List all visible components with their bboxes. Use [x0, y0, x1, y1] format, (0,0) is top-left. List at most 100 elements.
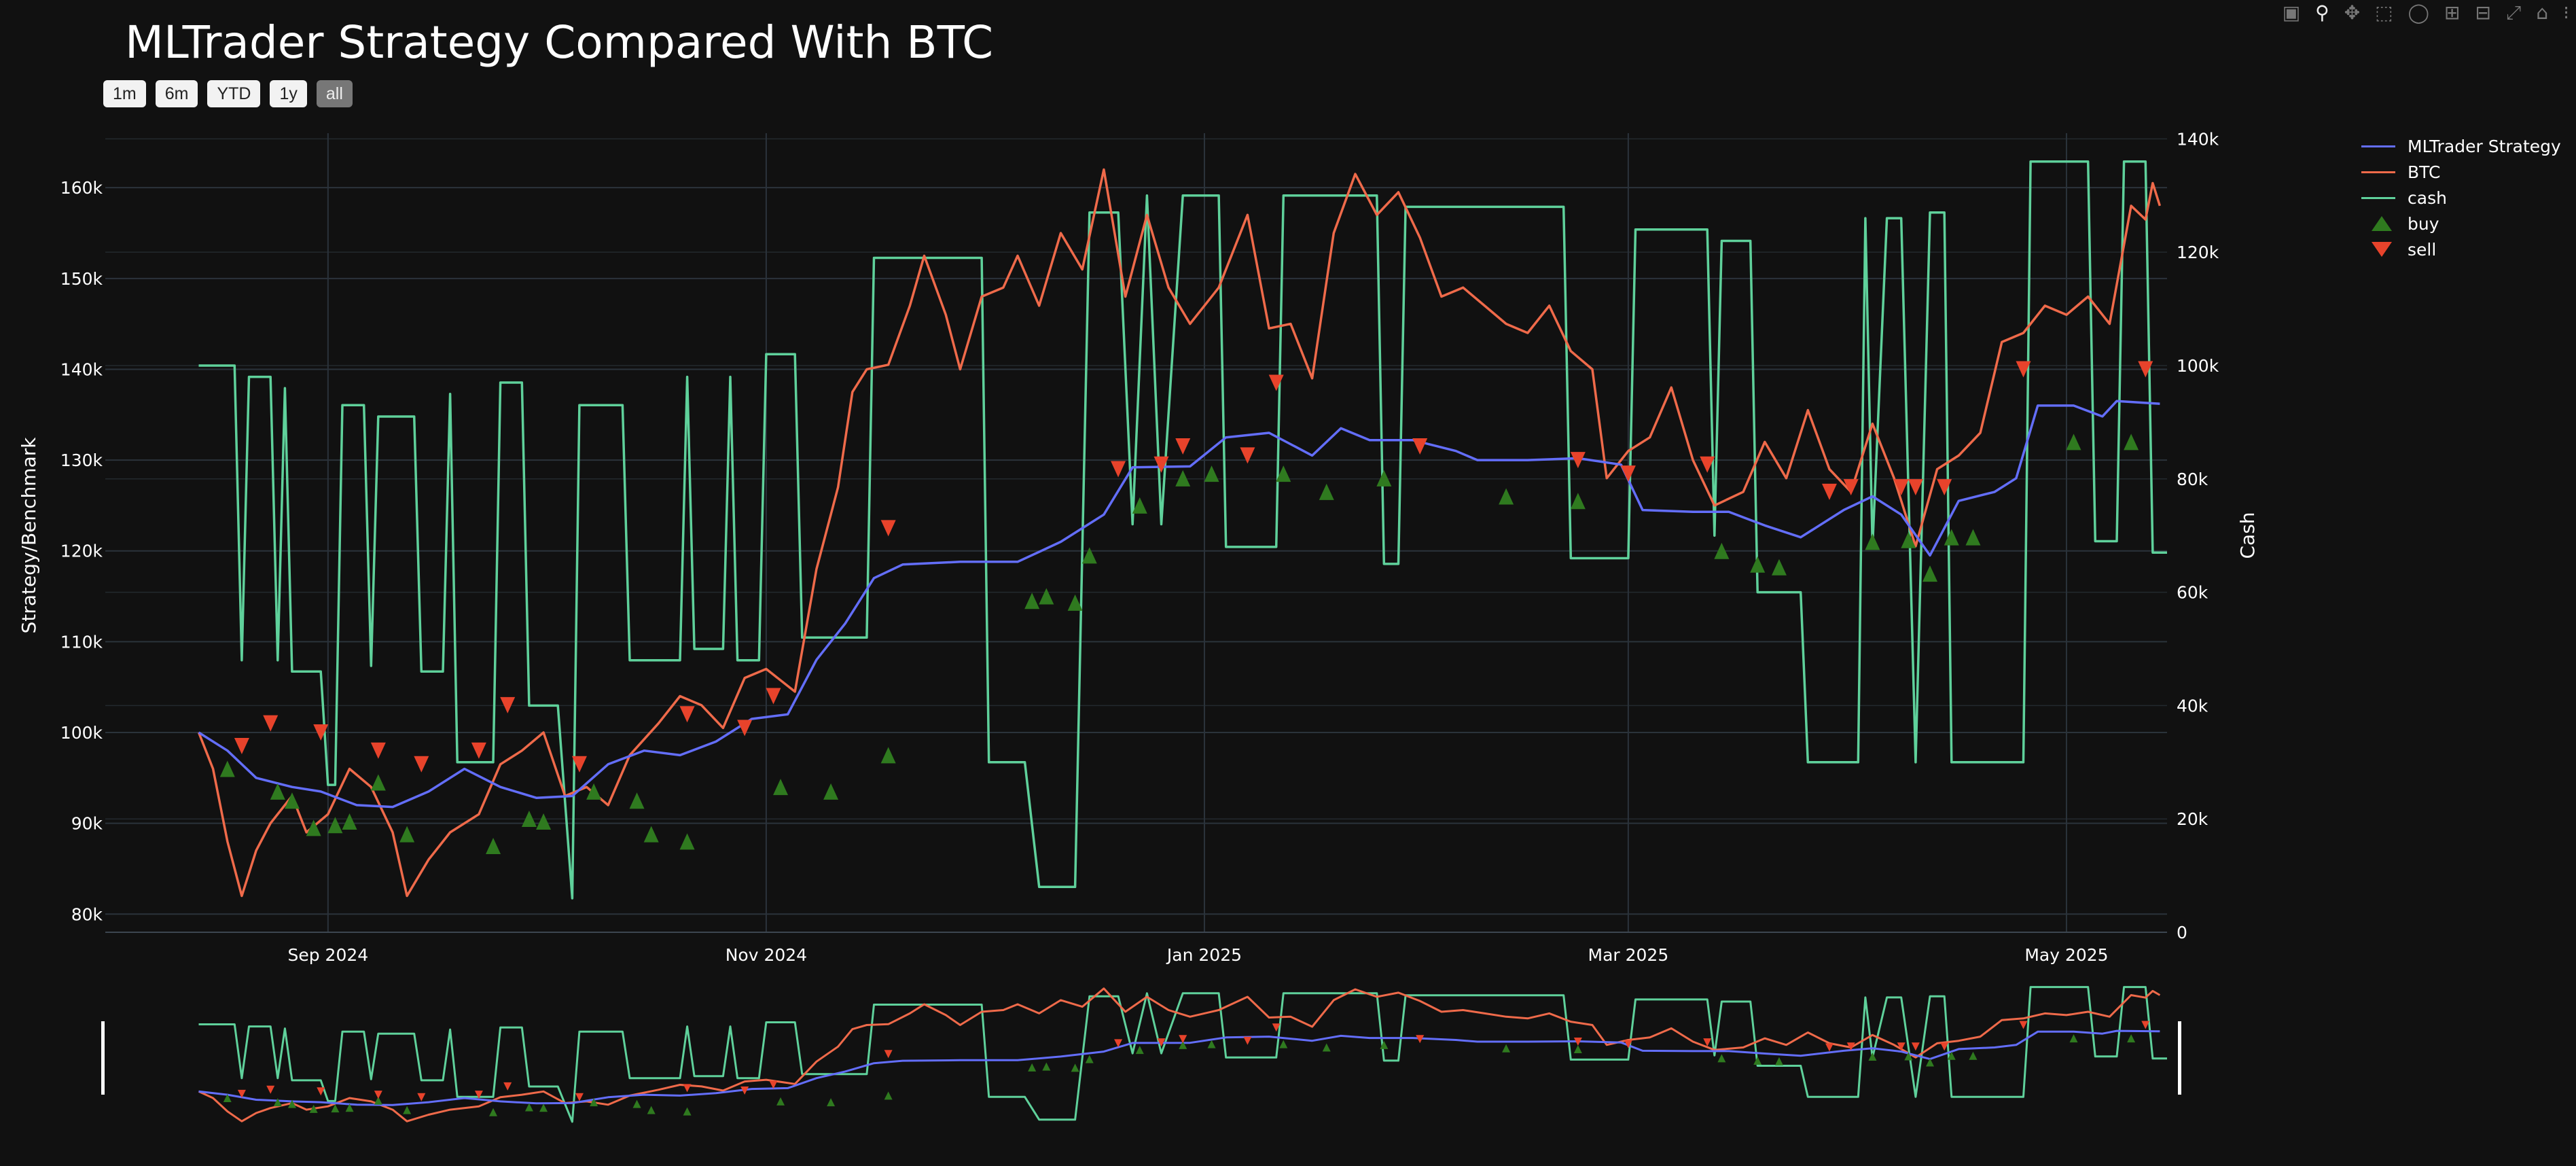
buy-marker	[1865, 533, 1880, 550]
buy-marker	[643, 826, 659, 843]
zoom-icon[interactable]: ⚲	[2315, 1, 2329, 24]
range-button-ytd[interactable]: YTD	[207, 80, 261, 107]
mini-mltrader-strategy-line	[198, 1029, 2160, 1106]
y2-axis-title: Cash	[2236, 512, 2259, 559]
sell-marker	[766, 688, 781, 705]
y2-tick-label: 120k	[2177, 243, 2219, 262]
mini-buy-marker	[1179, 1040, 1187, 1049]
y2-axis-ticks: 0 20k 40k 60k 80k 100k 120k 140k	[2177, 129, 2219, 942]
sell-marker	[1570, 452, 1586, 469]
mini-buy-marker	[273, 1098, 282, 1107]
pan-icon[interactable]: ✥	[2344, 1, 2361, 24]
sell-marker	[1175, 438, 1191, 455]
mini-buy-marker	[1904, 1052, 1913, 1061]
mini-sell-marker	[1911, 1042, 1920, 1051]
mini-buy-marker	[1717, 1054, 1726, 1063]
mini-sell-marker	[266, 1085, 275, 1094]
sell-triangle-icon	[2357, 236, 2399, 262]
sell-marker	[679, 706, 695, 723]
range-slider-left-handle[interactable]	[101, 1021, 105, 1095]
main-plot-series[interactable]	[197, 160, 2168, 900]
mini-buy-marker	[884, 1091, 893, 1100]
sell-marker	[500, 696, 516, 713]
zoom-in-icon[interactable]: ⊞	[2444, 1, 2461, 24]
cash-line	[198, 160, 2167, 900]
lasso-icon[interactable]: ◯	[2408, 1, 2429, 24]
buy-marker	[773, 779, 789, 796]
y-tick-label: 120k	[60, 542, 103, 561]
autoscale-icon[interactable]: ⤢	[2505, 1, 2522, 24]
range-slider-series[interactable]	[198, 986, 2168, 1123]
mini-sell-marker	[1179, 1035, 1187, 1044]
mini-buy-marker	[1207, 1040, 1216, 1048]
mini-buy-marker	[590, 1098, 598, 1107]
y-tick-label: 140k	[60, 359, 103, 379]
sell-marker	[1153, 456, 1169, 473]
sell-marker	[1821, 483, 1837, 500]
buy-marker	[1714, 542, 1730, 559]
buy-marker	[1204, 465, 1219, 482]
y2-tick-label: 20k	[2177, 809, 2208, 829]
y2-tick-label: 80k	[2177, 470, 2208, 489]
buy-marker	[1039, 588, 1054, 605]
buy-marker	[2066, 434, 2081, 450]
buy-marker	[1570, 493, 1586, 510]
y2-tick-label: 40k	[2177, 696, 2208, 716]
y2-tick-label: 100k	[2177, 356, 2219, 376]
y-tick-label: 160k	[60, 178, 103, 198]
chart-title: MLTrader Strategy Compared With BTC	[125, 16, 994, 69]
legend-item-btc[interactable]: BTC	[2357, 159, 2561, 185]
mini-buy-marker	[1573, 1044, 1582, 1053]
range-button-6m[interactable]: 6m	[155, 80, 198, 107]
mini-buy-marker	[1947, 1051, 1956, 1060]
mini-buy-marker	[1028, 1063, 1037, 1072]
mini-buy-marker	[827, 1098, 836, 1107]
buy-marker	[1944, 529, 1959, 546]
y-tick-label: 110k	[60, 632, 103, 652]
legend-item-sell[interactable]: sell	[2357, 236, 2561, 262]
range-button-1y[interactable]: 1y	[270, 80, 307, 107]
legend-item-cash[interactable]: cash	[2357, 185, 2561, 211]
range-slider-right-handle[interactable]	[2178, 1021, 2181, 1095]
buy-marker	[1499, 488, 1514, 505]
range-button-1m[interactable]: 1m	[103, 80, 146, 107]
zoom-out-icon[interactable]: ⊟	[2475, 1, 2491, 24]
mini-sell-marker	[237, 1089, 246, 1098]
sell-marker	[1240, 447, 1255, 464]
home-icon[interactable]: ⌂	[2536, 1, 2549, 24]
plotly-logo-icon: ⁝	[2563, 1, 2569, 24]
sell-marker	[414, 756, 429, 773]
y-tick-label: 130k	[60, 450, 103, 470]
x-tick-label: Jan 2025	[1166, 945, 1242, 965]
x-tick-label: Sep 2024	[287, 945, 368, 965]
mini-buy-marker	[287, 1099, 296, 1108]
legend-item-strategy[interactable]: MLTrader Strategy	[2357, 133, 2561, 159]
sell-marker	[471, 742, 486, 759]
buy-marker	[1319, 483, 1334, 500]
legend-line-cash	[2357, 185, 2399, 211]
buy-marker	[1901, 531, 1916, 548]
legend-line-btc	[2357, 159, 2399, 185]
mini-sell-marker	[1940, 1042, 1949, 1051]
range-button-all[interactable]: all	[316, 80, 353, 107]
mini-sell-marker	[1243, 1036, 1252, 1045]
y-axis-title: Strategy/Benchmark	[18, 437, 40, 634]
sell-marker	[1893, 479, 1909, 496]
buy-marker	[327, 817, 343, 834]
mini-sell-marker	[474, 1091, 483, 1099]
mini-buy-marker	[1502, 1044, 1511, 1053]
legend-item-buy[interactable]: buy	[2357, 211, 2561, 236]
sell-marker	[1620, 465, 1636, 482]
y-tick-label: 150k	[60, 269, 103, 289]
x-axis-ticks: Sep 2024 Nov 2024 Jan 2025 Mar 2025 May 2025	[287, 945, 2108, 965]
sell-marker	[1700, 456, 1715, 473]
mini-buy-marker	[1868, 1052, 1877, 1061]
buy-marker	[270, 783, 285, 800]
camera-icon[interactable]: ▣	[2282, 1, 2301, 24]
mini-buy-marker	[309, 1104, 318, 1113]
box-select-icon[interactable]: ⬚	[2375, 1, 2393, 24]
mini-buy-marker	[1322, 1043, 1331, 1052]
legend-label: MLTrader Strategy	[2408, 136, 2561, 156]
mini-sell-marker	[1846, 1042, 1855, 1051]
buy-marker	[1067, 594, 1083, 611]
